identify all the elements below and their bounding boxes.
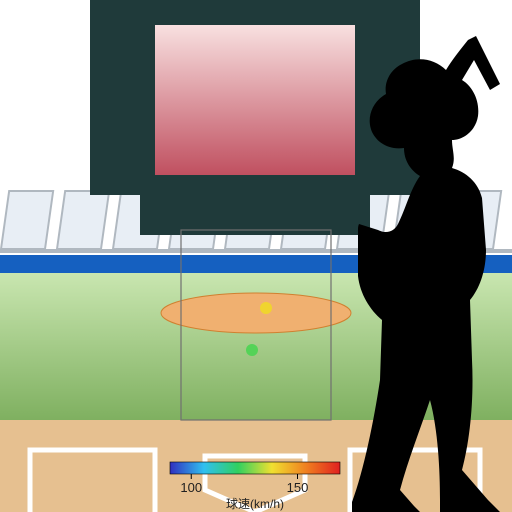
speed-tick-label: 150	[287, 480, 309, 495]
pitch-marker	[260, 302, 272, 314]
speed-colorbar	[170, 462, 340, 474]
speed-axis-label: 球速(km/h)	[226, 497, 284, 511]
pitch-marker	[246, 344, 258, 356]
speed-tick-label: 100	[180, 480, 202, 495]
chart-svg: 100 150球速(km/h)	[0, 0, 512, 512]
pitch-location-chart: 100 150球速(km/h)	[0, 0, 512, 512]
